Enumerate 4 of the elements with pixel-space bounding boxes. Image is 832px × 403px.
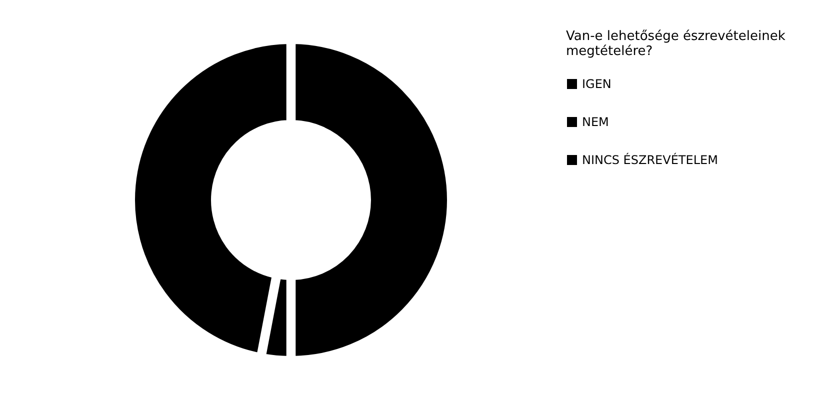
legend-label: NEM [582,115,609,129]
legend-label: NINCS ÉSZREVÉTELEM [582,152,718,167]
legend-label: IGEN [582,77,612,91]
legend-title: Van-e lehetősége észrevételeinek megtételére? [566,29,786,59]
